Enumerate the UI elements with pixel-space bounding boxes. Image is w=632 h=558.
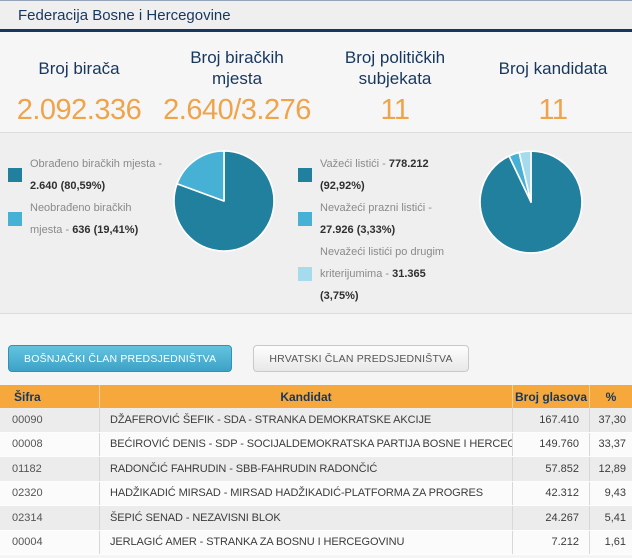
legend-value: 31.365 (3,75%) [320, 268, 426, 302]
table-row: 00008 BEĆIROVIĆ DENIS - SDP - SOCIJALDEM… [0, 432, 632, 457]
column-header-kandidat: Kandidat [100, 385, 513, 408]
cell-kandidat: JERLAGIĆ AMER - STRANKA ZA BOSNU I HERCE… [100, 530, 513, 554]
cell-glasovi: 149.760 [513, 432, 590, 456]
presidency-member-tabs: BOŠNJAČKI ČLAN PREDSJEDNIŠTVA HRVATSKI Č… [0, 345, 632, 372]
dark-teal-swatch-icon [298, 168, 312, 182]
legend-item-invalid-other: Nevažeći listići po drugim kriterijumima… [298, 241, 464, 307]
legend-label: Nevažeći listići po drugim kriterijumima… [320, 246, 445, 280]
cell-percent: 5,41 [604, 511, 626, 524]
table-row: 00090 DŽAFEROVIĆ ŠEFIK - SDA - STRANKA D… [0, 408, 632, 433]
stat-value: 11 [538, 94, 568, 126]
column-header-percent: % [605, 389, 617, 404]
legend-item-invalid-blank: Nevažeći prazni listići - 27.926 (3,33%) [298, 197, 464, 241]
legend-item-valid: Važeći listići - 778.212 (92,92%) [298, 153, 464, 197]
stat-value: 2.640/3.276 [163, 94, 311, 126]
legend-item-unprocessed: Neobrađeno biračkih mjesta - 636 (19,41%… [8, 197, 166, 241]
stat-label: Broj birača [38, 58, 120, 78]
column-header-sifra: Šifra [0, 385, 100, 408]
polling-stations-legend: Obrađeno biračkih mjesta - 2.640 (80,59%… [8, 133, 166, 241]
table-row: 01182 RADONČIĆ FAHRUDIN - SBB-FAHRUDIN R… [0, 457, 632, 482]
table-row: 02320 HADŽIKADIĆ MIRSAD - MIRSAD HADŽIKA… [0, 481, 632, 506]
results-table: Šifra Kandidat Broj glasova % 00090 DŽAF… [0, 385, 632, 555]
cell-sifra: 02314 [0, 506, 100, 530]
cell-kandidat: RADONČIĆ FAHRUDIN - SBB-FAHRUDIN RADONČI… [100, 457, 513, 481]
cell-percent: 1,61 [604, 536, 626, 549]
stat-political-subjects: Broj političkih subjekata 11 [316, 43, 474, 132]
tab-bosniak-member[interactable]: BOŠNJAČKI ČLAN PREDSJEDNIŠTVA [8, 345, 233, 372]
stat-voters: Broj birača 2.092.336 [0, 43, 158, 132]
light-blue-swatch-icon [298, 267, 312, 281]
legend-label: Nevažeći prazni listići - [320, 202, 432, 214]
cell-glasovi: 57.852 [513, 457, 590, 481]
cell-glasovi: 7.212 [513, 530, 590, 554]
cell-glasovi: 42.312 [513, 481, 590, 505]
column-header-broj-glasova: Broj glasova [513, 385, 590, 408]
table-row: 00004 JERLAGIĆ AMER - STRANKA ZA BOSNU I… [0, 530, 632, 555]
stat-label: Broj političkih subjekata [344, 48, 446, 88]
medium-blue-swatch-icon [298, 212, 312, 226]
dark-teal-swatch-icon [8, 168, 22, 182]
cell-percent: 33,37 [598, 438, 626, 451]
summary-stats: Broj birača 2.092.336 Broj biračkih mjes… [0, 32, 632, 132]
legend-label: Važeći listići - [320, 158, 389, 170]
stat-label: Broj biračkih mjesta [190, 48, 284, 88]
cell-kandidat: BEĆIROVIĆ DENIS - SDP - SOCIJALDEMOKRATS… [100, 432, 513, 456]
cell-sifra: 01182 [0, 457, 100, 481]
table-body: 00090 DŽAFEROVIĆ ŠEFIK - SDA - STRANKA D… [0, 408, 632, 555]
region-header: Federacija Bosne i Hercegovine [0, 1, 632, 32]
table-header-row: Šifra Kandidat Broj glasova % [0, 385, 632, 408]
legend-value: 636 (19,41%) [72, 224, 139, 236]
pie-chart-svg [479, 150, 583, 254]
page-title: Federacija Bosne i Hercegovine [18, 6, 231, 24]
cell-sifra: 00090 [0, 408, 100, 432]
cell-glasovi: 24.267 [513, 506, 590, 530]
cell-kandidat: DŽAFEROVIĆ ŠEFIK - SDA - STRANKA DEMOKRA… [100, 408, 513, 432]
legend-value: 27.926 (3,33%) [320, 224, 396, 236]
cell-percent: 9,43 [604, 487, 626, 500]
stat-candidates: Broj kandidata 11 [474, 43, 632, 132]
legend-value: 778.212 (92,92%) [320, 158, 429, 192]
stat-value: 2.092.336 [16, 94, 142, 126]
legend-label: Obrađeno biračkih mjesta - [30, 158, 163, 170]
legend-label: Neobrađeno biračkih mjesta - [30, 202, 132, 236]
stat-value: 11 [380, 94, 410, 126]
cell-kandidat: HADŽIKADIĆ MIRSAD - MIRSAD HADŽIKADIĆ-PL… [100, 481, 513, 505]
ballots-pie-chart [478, 133, 584, 260]
cell-glasovi: 167.410 [513, 408, 590, 432]
cell-kandidat: ŠEPIĆ SENAD - NEZAVISNI BLOK [100, 506, 513, 530]
cell-sifra: 00004 [0, 530, 100, 554]
ballots-legend: Važeći listići - 778.212 (92,92%) Nevaže… [298, 133, 464, 307]
table-row: 02314 ŠEPIĆ SENAD - NEZAVISNI BLOK 24.26… [0, 506, 632, 531]
cell-percent: 37,30 [598, 413, 626, 426]
charts-panel: Obrađeno biračkih mjesta - 2.640 (80,59%… [0, 132, 632, 314]
legend-value: 2.640 (80,59%) [30, 180, 106, 192]
cell-sifra: 00008 [0, 432, 100, 456]
medium-blue-swatch-icon [8, 212, 22, 226]
stat-polling-stations: Broj biračkih mjesta 2.640/3.276 [158, 43, 316, 132]
stat-label: Broj kandidata [498, 58, 608, 78]
cell-percent: 12,89 [598, 462, 626, 475]
polling-stations-pie-chart [172, 133, 276, 258]
tab-croat-member[interactable]: HRVATSKI ČLAN PREDSJEDNIŠTVA [253, 345, 469, 372]
cell-sifra: 02320 [0, 481, 100, 505]
pie-chart-svg [173, 150, 275, 252]
legend-item-processed: Obrađeno biračkih mjesta - 2.640 (80,59%… [8, 153, 166, 197]
